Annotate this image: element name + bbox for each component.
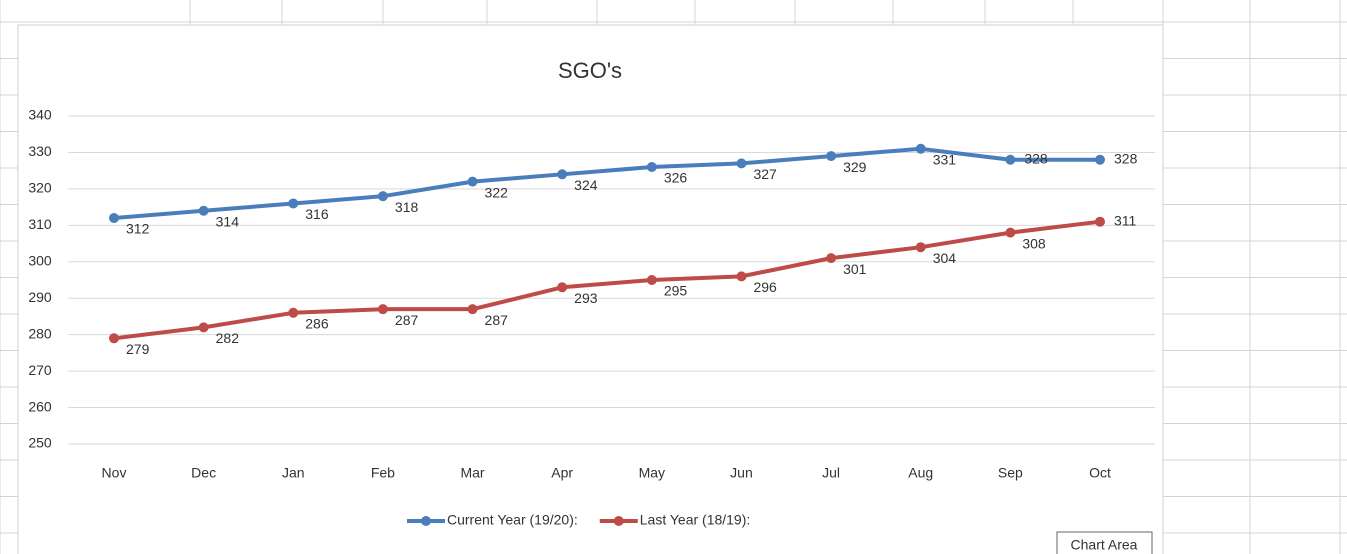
x-tick-label: Jan xyxy=(282,465,305,481)
x-tick-label: Jul xyxy=(822,465,840,481)
y-tick-label: 270 xyxy=(28,362,52,378)
marker xyxy=(1095,216,1105,227)
legend-marker xyxy=(613,516,624,526)
marker xyxy=(1005,154,1016,165)
marker xyxy=(915,242,926,253)
data-label: 327 xyxy=(753,166,777,182)
marker xyxy=(557,169,568,180)
marker xyxy=(198,322,209,333)
y-tick-label: 290 xyxy=(28,289,52,305)
data-label: 296 xyxy=(753,279,777,295)
data-label: 324 xyxy=(574,177,598,193)
marker xyxy=(467,176,478,187)
data-label: 287 xyxy=(395,312,419,328)
marker xyxy=(646,162,657,173)
data-label: 293 xyxy=(574,290,598,306)
data-label: 326 xyxy=(664,170,688,186)
marker xyxy=(557,282,568,293)
tooltip: Chart Area xyxy=(1071,537,1138,553)
x-tick-label: May xyxy=(639,465,665,481)
legend-marker xyxy=(421,516,431,526)
data-label: 322 xyxy=(485,184,509,200)
y-tick-label: 280 xyxy=(28,325,52,341)
marker xyxy=(377,304,388,315)
x-tick-label: Feb xyxy=(371,465,395,481)
data-label: 311 xyxy=(1114,212,1137,228)
x-tick-label: Dec xyxy=(191,465,216,481)
data-label: 329 xyxy=(843,159,867,175)
data-label: 295 xyxy=(664,283,688,299)
marker xyxy=(288,307,299,318)
chart-area[interactable] xyxy=(17,24,1164,554)
x-tick-label: Nov xyxy=(102,465,127,481)
data-label: 308 xyxy=(1022,235,1046,251)
marker xyxy=(915,143,926,154)
x-tick-label: Oct xyxy=(1089,465,1111,481)
data-label: 328 xyxy=(1024,150,1048,166)
marker xyxy=(736,158,747,169)
x-tick-label: Jun xyxy=(730,465,753,481)
x-tick-label: Aug xyxy=(908,465,933,481)
y-tick-label: 330 xyxy=(28,143,52,159)
marker xyxy=(736,271,747,282)
data-label: 328 xyxy=(1114,150,1138,166)
data-label: 279 xyxy=(126,341,150,357)
tooltip-box xyxy=(1056,531,1153,554)
marker xyxy=(646,275,657,285)
data-label: 287 xyxy=(485,312,509,328)
data-label: 301 xyxy=(843,261,867,277)
marker xyxy=(1005,227,1016,238)
marker xyxy=(377,191,388,202)
data-label: 282 xyxy=(216,330,240,346)
x-tick-label: Apr xyxy=(551,465,573,481)
x-tick-label: Sep xyxy=(998,465,1023,481)
data-label: 316 xyxy=(305,206,329,222)
legend-label: Last Year (18/19): xyxy=(640,512,751,528)
data-label: 331 xyxy=(933,152,957,168)
marker xyxy=(826,151,837,162)
series-line xyxy=(113,146,1100,221)
y-tick-label: 310 xyxy=(28,216,52,232)
data-label: 304 xyxy=(933,250,957,266)
legend-label: Current Year (19/20): xyxy=(447,512,578,528)
y-tick-label: 320 xyxy=(28,180,52,196)
marker xyxy=(109,213,119,224)
marker xyxy=(109,333,119,344)
y-tick-label: 250 xyxy=(28,435,52,451)
data-label: 312 xyxy=(126,221,150,237)
y-tick-label: 340 xyxy=(28,107,52,123)
marker xyxy=(467,304,478,315)
y-tick-label: 260 xyxy=(28,398,52,414)
data-label: 286 xyxy=(305,316,329,332)
marker xyxy=(198,205,209,216)
series-line xyxy=(113,219,1101,341)
marker xyxy=(1095,154,1105,165)
chart-title: SGO's xyxy=(558,58,622,83)
data-label: 314 xyxy=(216,213,240,229)
data-label: 318 xyxy=(395,199,419,215)
marker xyxy=(826,253,837,264)
marker xyxy=(288,198,299,209)
x-tick-label: Mar xyxy=(460,465,484,481)
y-tick-label: 300 xyxy=(28,252,52,268)
